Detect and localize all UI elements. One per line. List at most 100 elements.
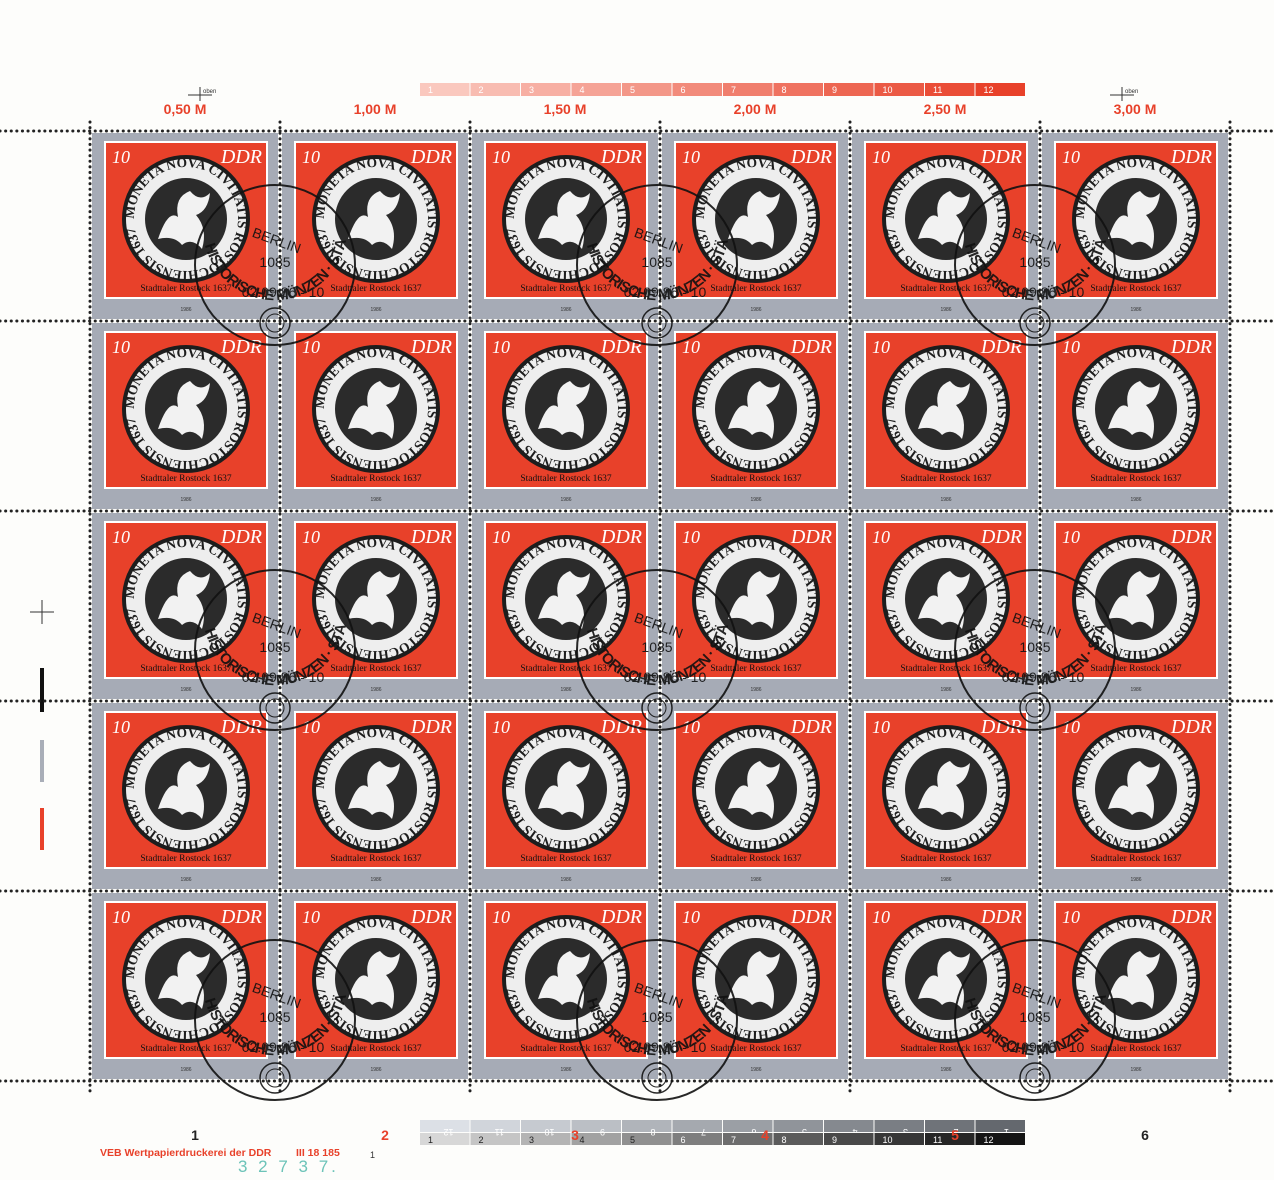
coin-griffin <box>538 761 590 819</box>
stamp-country: DDR <box>600 526 642 548</box>
column-number: 1 <box>191 1127 199 1143</box>
stamp-value: 10 <box>302 337 320 357</box>
stamp-country: DDR <box>980 716 1022 738</box>
color-bar-number: 5 <box>802 1127 807 1137</box>
stamp-country: DDR <box>790 716 832 738</box>
stamp-caption: Stadttaler Rostock 1637 <box>140 474 232 484</box>
postmark-ring <box>576 569 738 731</box>
stamp-caption: Stadttaler Rostock 1637 <box>520 1044 612 1054</box>
color-bar-number: 1 <box>428 1135 433 1145</box>
color-bar-number: 3 <box>903 1127 908 1137</box>
coin-griffin <box>348 191 400 249</box>
color-bar-number: 8 <box>650 1127 655 1137</box>
color-bar-cell <box>824 83 874 96</box>
color-bar-number: 1 <box>428 85 433 95</box>
color-bar-cell <box>420 1120 470 1132</box>
color-bar-number: 5 <box>630 85 635 95</box>
stamp-country: DDR <box>410 906 452 928</box>
column-number: 4 <box>761 1127 769 1143</box>
color-bar-number: 10 <box>544 1127 554 1137</box>
stamp-value: 10 <box>1062 717 1080 737</box>
stamp-caption: Stadttaler Rostock 1637 <box>710 284 802 294</box>
stamp-caption: Stadttaler Rostock 1637 <box>140 664 232 674</box>
stamp-year: 1986 <box>370 307 381 313</box>
coin-griffin <box>728 951 780 1009</box>
coin-griffin <box>918 571 970 629</box>
stamp-year: 1986 <box>940 877 951 883</box>
postmark-emblem <box>641 692 673 724</box>
stamp-caption: Stadttaler Rostock 1637 <box>1090 854 1182 864</box>
postmark-emblem <box>641 307 673 339</box>
printer-imprint: VEB Wertpapierdruckerei der DDR <box>100 1147 272 1159</box>
stamp-value: 10 <box>112 147 130 167</box>
stamp-value: 10 <box>872 717 890 737</box>
stamp-country: DDR <box>980 526 1022 548</box>
color-bar-number: 7 <box>731 1135 736 1145</box>
color-bar-cell <box>571 1133 621 1145</box>
stamp-caption: Stadttaler Rostock 1637 <box>140 284 232 294</box>
coin-griffin <box>538 381 590 439</box>
stamp-country: DDR <box>410 336 452 358</box>
postmark-date: 02.09.86 - 10 <box>1002 284 1085 300</box>
color-bar-cell <box>975 1120 1025 1132</box>
stamp-year: 1986 <box>750 877 761 883</box>
plate-number: 1 <box>370 1150 375 1160</box>
stamp-year: 1986 <box>560 497 571 503</box>
stamp-value: 10 <box>682 717 700 737</box>
stamp-caption: Stadttaler Rostock 1637 <box>520 664 612 674</box>
stamp-caption: Stadttaler Rostock 1637 <box>330 1044 422 1054</box>
postmark-postcode: 1085 <box>259 254 290 270</box>
coin-griffin <box>1108 951 1160 1009</box>
postmark-emblem <box>1025 313 1045 333</box>
color-bar-number: 9 <box>832 1135 837 1145</box>
postmark-ring <box>954 184 1116 346</box>
stamp-year: 1986 <box>370 687 381 693</box>
color-bar-number: 2 <box>953 1127 958 1137</box>
stamp-year: 1986 <box>1130 687 1141 693</box>
stamp-caption: Stadttaler Rostock 1637 <box>710 1044 802 1054</box>
color-bar-cell <box>571 83 621 96</box>
stamp-country: DDR <box>980 146 1022 168</box>
color-bar-number: 2 <box>479 1135 484 1145</box>
stamp-year: 1986 <box>180 497 191 503</box>
postmark-date: 02.09.86 - 10 <box>242 284 325 300</box>
coin-griffin <box>1108 571 1160 629</box>
coin-griffin <box>348 951 400 1009</box>
column-number: 3 <box>571 1127 579 1143</box>
postmark-postcode: 1085 <box>259 639 290 655</box>
stamp-year: 1986 <box>940 307 951 313</box>
coin-griffin <box>538 571 590 629</box>
coin-griffin <box>158 381 210 439</box>
color-bar-number: 10 <box>883 1135 893 1145</box>
stamp-value: 10 <box>302 717 320 737</box>
column-number: 6 <box>1141 1127 1149 1143</box>
stamp-country: DDR <box>220 336 262 358</box>
oben-label: oben <box>203 89 216 95</box>
stamp-year: 1986 <box>940 687 951 693</box>
color-bar-number: 4 <box>852 1127 857 1137</box>
coin-griffin <box>348 381 400 439</box>
color-bar-number: 2 <box>479 85 484 95</box>
coin-griffin <box>348 571 400 629</box>
stamp-value: 10 <box>492 147 510 167</box>
postmark-date: 02.09.86 - 10 <box>242 669 325 685</box>
stamp-caption: Stadttaler Rostock 1637 <box>710 664 802 674</box>
stamp-caption: Stadttaler Rostock 1637 <box>330 664 422 674</box>
postmark-date: 02.09.86 - 10 <box>624 284 707 300</box>
stamp-year: 1986 <box>560 877 571 883</box>
stamp-country: DDR <box>1170 906 1212 928</box>
margin-value: 2,00 M <box>734 101 777 117</box>
